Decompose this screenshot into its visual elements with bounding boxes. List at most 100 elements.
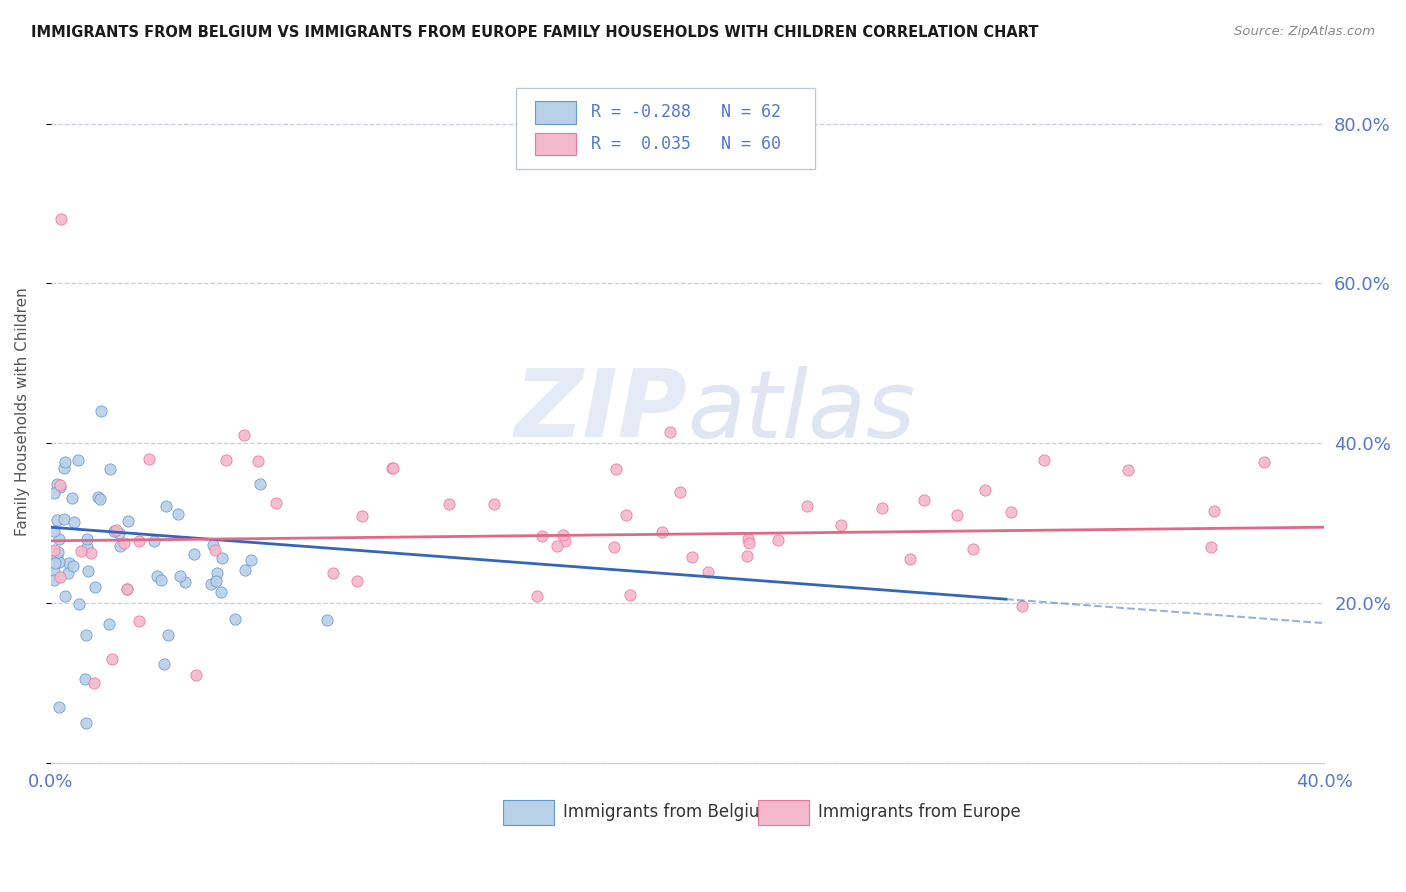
Point xyxy=(128,533,150,548)
Point xyxy=(526,589,548,603)
Bar xyxy=(534,133,575,155)
Point xyxy=(233,563,256,577)
Point xyxy=(735,549,758,563)
Point xyxy=(101,652,124,666)
Point xyxy=(42,524,65,538)
Point xyxy=(155,500,177,514)
Point xyxy=(738,536,761,550)
Point xyxy=(484,497,506,511)
Point xyxy=(42,543,65,558)
Point xyxy=(42,573,65,587)
Point xyxy=(1199,540,1222,554)
Point xyxy=(53,589,76,603)
Point xyxy=(153,657,176,672)
Point xyxy=(169,568,191,582)
Point xyxy=(49,480,72,494)
Point xyxy=(63,515,86,529)
Point xyxy=(546,539,568,553)
Point xyxy=(70,543,93,558)
Point xyxy=(108,526,131,541)
Text: ZIP: ZIP xyxy=(515,366,688,458)
Point xyxy=(830,517,852,532)
Point xyxy=(651,524,673,539)
Point xyxy=(48,569,70,583)
Point xyxy=(211,551,233,566)
Point xyxy=(215,453,238,467)
Point xyxy=(45,477,67,491)
Text: R = -0.288   N = 62: R = -0.288 N = 62 xyxy=(591,103,780,121)
Point xyxy=(204,542,226,557)
Point xyxy=(103,524,125,538)
Point xyxy=(53,460,76,475)
Bar xyxy=(758,799,808,825)
Point xyxy=(669,485,692,500)
Point xyxy=(201,538,224,552)
Point xyxy=(659,425,682,439)
Point xyxy=(183,547,205,561)
Point xyxy=(766,533,789,547)
Point xyxy=(946,508,969,523)
Point xyxy=(184,668,207,682)
Point xyxy=(209,584,232,599)
Point xyxy=(322,566,344,580)
Point xyxy=(166,507,188,521)
Point xyxy=(83,676,105,690)
Bar xyxy=(503,799,554,825)
Point xyxy=(44,556,66,570)
Point xyxy=(554,534,576,549)
Point xyxy=(316,613,339,627)
Point xyxy=(98,617,121,632)
Point xyxy=(247,454,270,468)
Point xyxy=(46,549,69,564)
Point xyxy=(681,550,703,565)
Point xyxy=(89,491,111,506)
Point xyxy=(614,508,637,522)
Point xyxy=(58,566,80,580)
Point xyxy=(1253,455,1275,469)
Point xyxy=(382,461,405,475)
Point xyxy=(128,614,150,628)
Point xyxy=(76,532,98,546)
Point xyxy=(75,672,97,686)
Point xyxy=(796,499,818,513)
Point xyxy=(264,496,287,510)
Point xyxy=(1204,504,1226,518)
Point xyxy=(530,529,553,543)
FancyBboxPatch shape xyxy=(516,87,815,169)
Point xyxy=(98,461,121,475)
Point xyxy=(346,574,368,588)
Point xyxy=(1000,504,1022,518)
Point xyxy=(42,486,65,500)
Point xyxy=(1116,463,1139,477)
Point xyxy=(437,497,460,511)
Point xyxy=(973,483,995,497)
Point xyxy=(58,556,80,570)
Point xyxy=(117,514,139,528)
Point xyxy=(42,564,65,578)
Point xyxy=(1011,599,1033,613)
Text: R =  0.035   N = 60: R = 0.035 N = 60 xyxy=(591,135,780,153)
Point xyxy=(249,477,271,491)
Point xyxy=(108,539,131,553)
Point xyxy=(603,540,626,554)
Point xyxy=(90,404,112,418)
Point xyxy=(76,540,98,554)
Point xyxy=(48,532,70,546)
Point xyxy=(207,566,229,580)
Point xyxy=(224,611,246,625)
Point xyxy=(870,500,893,515)
Point xyxy=(76,564,98,578)
Text: Immigrants from Belgium: Immigrants from Belgium xyxy=(562,804,776,822)
Point xyxy=(142,534,165,549)
Point xyxy=(117,582,139,596)
Text: Immigrants from Europe: Immigrants from Europe xyxy=(817,804,1021,822)
Point xyxy=(79,546,101,560)
Point xyxy=(46,545,69,559)
Point xyxy=(697,565,720,579)
Point xyxy=(49,212,72,227)
Point xyxy=(898,551,921,566)
Point xyxy=(150,574,173,588)
Point xyxy=(48,700,70,714)
Y-axis label: Family Households with Children: Family Households with Children xyxy=(15,287,30,536)
Point xyxy=(737,532,759,546)
